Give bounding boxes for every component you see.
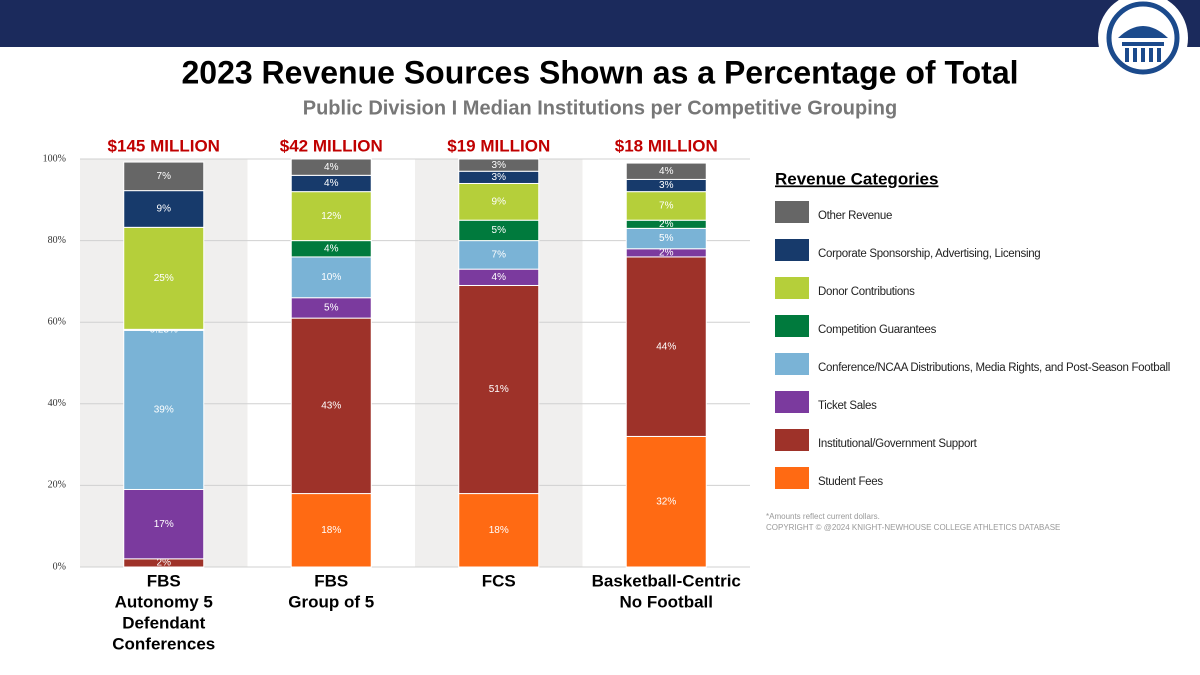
bar-segment xyxy=(625,435,707,568)
data-label: 4% xyxy=(324,243,339,254)
y-tick-label: 100% xyxy=(43,153,66,164)
legend-label: Ticket Sales xyxy=(818,400,877,412)
data-label: 4% xyxy=(659,166,674,177)
data-label: 3% xyxy=(659,180,674,191)
legend-swatch xyxy=(775,201,809,223)
bar-segment xyxy=(625,191,707,221)
data-label: 5% xyxy=(324,303,339,314)
x-tick-label: FCS xyxy=(482,571,516,590)
data-label: 4% xyxy=(492,272,507,283)
data-label: 7% xyxy=(492,250,507,261)
y-tick-label: 0% xyxy=(53,561,66,572)
bar-segment xyxy=(290,493,372,568)
legend-label: Student Fees xyxy=(818,476,883,488)
data-label: 2% xyxy=(157,558,172,569)
data-label: 7% xyxy=(659,201,674,212)
data-label: 2% xyxy=(659,247,674,258)
data-label: 9% xyxy=(157,204,172,215)
data-label: 32% xyxy=(656,496,676,507)
data-label: 4% xyxy=(324,162,339,173)
legend-label: Conference/NCAA Distributions, Media Rig… xyxy=(818,362,1170,374)
legend-label: Other Revenue xyxy=(818,210,892,222)
data-label: 39% xyxy=(154,405,174,416)
x-tick-label: Defendant xyxy=(122,613,205,632)
header-bar xyxy=(0,0,1200,47)
legend-swatch xyxy=(775,315,809,337)
column-total: $19 MILLION xyxy=(447,136,550,155)
x-tick-label: FBS xyxy=(147,571,181,590)
column-total: $42 MILLION xyxy=(280,136,383,155)
bar-segment xyxy=(123,329,205,490)
y-tick-label: 60% xyxy=(48,316,66,327)
x-tick-label: Group of 5 xyxy=(288,592,374,611)
bar-segment xyxy=(123,190,205,228)
data-label: 18% xyxy=(489,525,509,536)
legend-swatch xyxy=(775,467,809,489)
data-label: 12% xyxy=(321,211,341,222)
data-label: 3% xyxy=(492,172,507,183)
data-label: 5% xyxy=(492,225,507,236)
legend-label: Donor Contributions xyxy=(818,286,915,298)
x-tick-label: FBS xyxy=(314,571,348,590)
data-label: 44% xyxy=(656,341,676,352)
legend-swatch xyxy=(775,429,809,451)
data-label: 9% xyxy=(492,196,507,207)
y-tick-label: 80% xyxy=(48,235,66,246)
y-tick-label: 20% xyxy=(48,480,66,491)
x-tick-label: Autonomy 5 xyxy=(115,592,213,611)
chart-title: 2023 Revenue Sources Shown as a Percenta… xyxy=(181,54,1018,90)
bar-segment xyxy=(123,226,205,330)
legend-swatch xyxy=(775,391,809,413)
bar-segment xyxy=(123,488,205,560)
x-tick-label: No Football xyxy=(620,592,713,611)
legend-title: Revenue Categories xyxy=(775,169,938,188)
legend-label: Corporate Sponsorship, Advertising, Lice… xyxy=(818,248,1040,260)
bar-segment xyxy=(123,161,205,192)
data-label: 4% xyxy=(324,178,339,189)
data-label: 18% xyxy=(321,525,341,536)
bar-segment xyxy=(458,182,540,221)
legend-swatch xyxy=(775,277,809,299)
x-tick-label: Conferences xyxy=(112,634,215,653)
x-tick-label: Basketball-Centric xyxy=(592,571,741,590)
bar-segment xyxy=(290,158,372,176)
legend-swatch xyxy=(775,239,809,261)
data-label: 2% xyxy=(659,219,674,230)
bar-segment xyxy=(458,493,540,568)
column-total: $18 MILLION xyxy=(615,136,718,155)
bar-segment xyxy=(290,317,372,495)
bar-segment xyxy=(290,256,372,299)
data-label: 17% xyxy=(154,519,174,530)
data-label: 25% xyxy=(154,273,174,284)
legend-label: Institutional/Government Support xyxy=(818,438,978,450)
note: *Amounts reflect current dollars. xyxy=(766,512,880,521)
data-label: 0.25% xyxy=(150,324,178,335)
legend-swatch xyxy=(775,353,809,375)
data-label: 7% xyxy=(157,171,172,182)
bar-segment xyxy=(458,284,540,495)
bar-segment xyxy=(625,256,707,437)
data-label: 43% xyxy=(321,400,341,411)
legend-label: Competition Guarantees xyxy=(818,324,937,336)
data-label: 10% xyxy=(321,272,341,283)
chart-subtitle: Public Division I Median Institutions pe… xyxy=(303,97,897,119)
note: COPYRIGHT © @2024 KNIGHT-NEWHOUSE COLLEG… xyxy=(766,523,1060,532)
data-label: 51% xyxy=(489,384,509,395)
data-label: 5% xyxy=(659,233,674,244)
logo xyxy=(1098,0,1188,83)
y-tick-label: 40% xyxy=(48,398,66,409)
column-total: $145 MILLION xyxy=(108,136,220,155)
bar-segment xyxy=(625,162,707,180)
data-label: 3% xyxy=(492,160,507,171)
bar-segment xyxy=(458,158,540,172)
